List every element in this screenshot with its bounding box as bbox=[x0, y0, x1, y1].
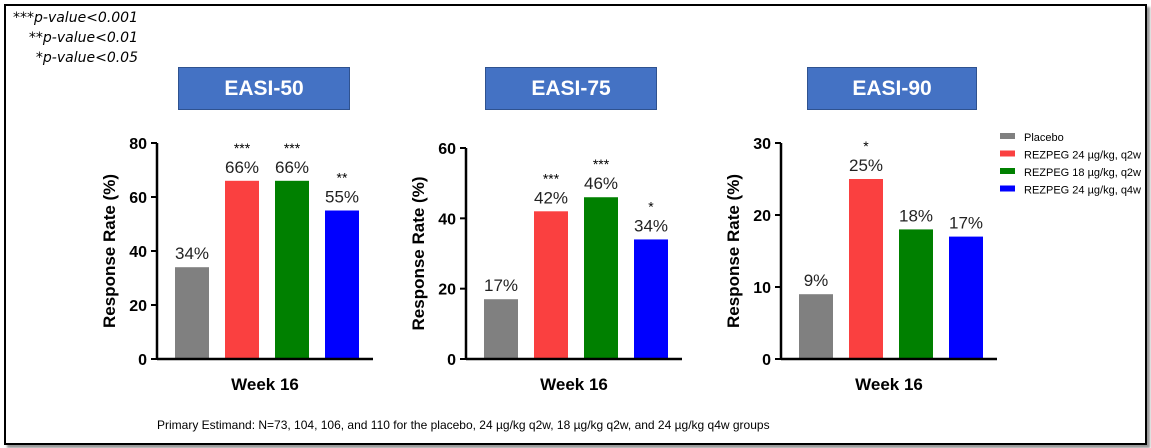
legend-swatch bbox=[1000, 168, 1015, 174]
legend-label: REZPEG 18 µg/kg, q2w bbox=[1024, 167, 1141, 179]
legend-label: REZPEG 24 µg/kg, q4w bbox=[1024, 185, 1141, 197]
legend-label: Placebo bbox=[1024, 132, 1064, 144]
y-axis-label: Response Rate (%) bbox=[724, 174, 743, 328]
bar-2 bbox=[225, 180, 259, 359]
significance-marker: *** bbox=[593, 156, 610, 172]
significance-marker: *** bbox=[284, 140, 301, 156]
y-tick-label: 30 bbox=[753, 136, 771, 153]
chart-title-easi50: EASI-50 bbox=[178, 67, 350, 110]
data-label: 17% bbox=[949, 214, 983, 233]
y-tick-label: 80 bbox=[129, 136, 147, 153]
y-tick-label: 60 bbox=[438, 141, 456, 158]
y-tick-label: 40 bbox=[438, 211, 456, 228]
data-label: 34% bbox=[634, 216, 668, 235]
bar-4 bbox=[949, 236, 983, 359]
figure-frame bbox=[4, 4, 1147, 445]
data-label: 66% bbox=[225, 158, 259, 177]
bar-3 bbox=[584, 197, 618, 359]
bar-3 bbox=[275, 180, 309, 359]
bar-4 bbox=[634, 239, 668, 359]
bar-2 bbox=[849, 179, 883, 359]
legend-swatch bbox=[1000, 150, 1015, 157]
bar-3 bbox=[899, 229, 933, 359]
chart-title-easi75: EASI-75 bbox=[485, 67, 657, 110]
data-label: 17% bbox=[484, 276, 518, 295]
chart-title-easi90: EASI-90 bbox=[807, 67, 977, 110]
data-label: 34% bbox=[175, 244, 209, 263]
y-tick-label: 60 bbox=[129, 190, 147, 207]
y-axis-label: Response Rate (%) bbox=[100, 174, 119, 328]
significance-marker: *** bbox=[234, 140, 251, 156]
x-axis-label: Week 16 bbox=[540, 375, 608, 394]
significance-marker: ** bbox=[337, 170, 348, 186]
pvalue-note-001: ***p-value<0.001 bbox=[13, 10, 138, 26]
data-label: 18% bbox=[899, 206, 933, 225]
y-tick-label: 20 bbox=[438, 282, 456, 299]
y-tick-label: 0 bbox=[138, 352, 147, 369]
significance-marker: * bbox=[863, 138, 869, 154]
bar-1 bbox=[799, 294, 833, 359]
x-axis-label: Week 16 bbox=[231, 375, 299, 394]
y-axis-label: Response Rate (%) bbox=[409, 177, 428, 331]
data-label: 25% bbox=[849, 156, 883, 175]
y-tick-label: 0 bbox=[447, 352, 456, 369]
footnote: Primary Estimand: N=73, 104, 106, and 11… bbox=[157, 418, 770, 432]
legend-swatch bbox=[1000, 185, 1015, 192]
y-tick-label: 20 bbox=[753, 208, 771, 225]
bar-4 bbox=[325, 210, 359, 359]
pvalue-note-05: *p-value<0.05 bbox=[35, 50, 138, 66]
data-label: 9% bbox=[804, 271, 829, 290]
legend-label: REZPEG 24 µg/kg, q2w bbox=[1024, 150, 1141, 162]
data-label: 66% bbox=[275, 158, 309, 177]
data-label: 42% bbox=[534, 188, 568, 207]
bar-1 bbox=[484, 299, 518, 359]
x-axis-label: Week 16 bbox=[855, 375, 923, 394]
y-tick-label: 0 bbox=[762, 352, 771, 369]
significance-marker: *** bbox=[543, 170, 560, 186]
data-label: 55% bbox=[325, 188, 359, 207]
legend-swatch bbox=[1000, 133, 1015, 139]
y-tick-label: 40 bbox=[129, 244, 147, 261]
y-tick-label: 20 bbox=[129, 298, 147, 315]
data-label: 46% bbox=[584, 174, 618, 193]
bar-1 bbox=[175, 267, 209, 359]
pvalue-note-01: **p-value<0.01 bbox=[28, 30, 138, 46]
significance-marker: * bbox=[648, 198, 654, 214]
y-tick-label: 10 bbox=[753, 280, 771, 297]
bar-2 bbox=[534, 211, 568, 359]
